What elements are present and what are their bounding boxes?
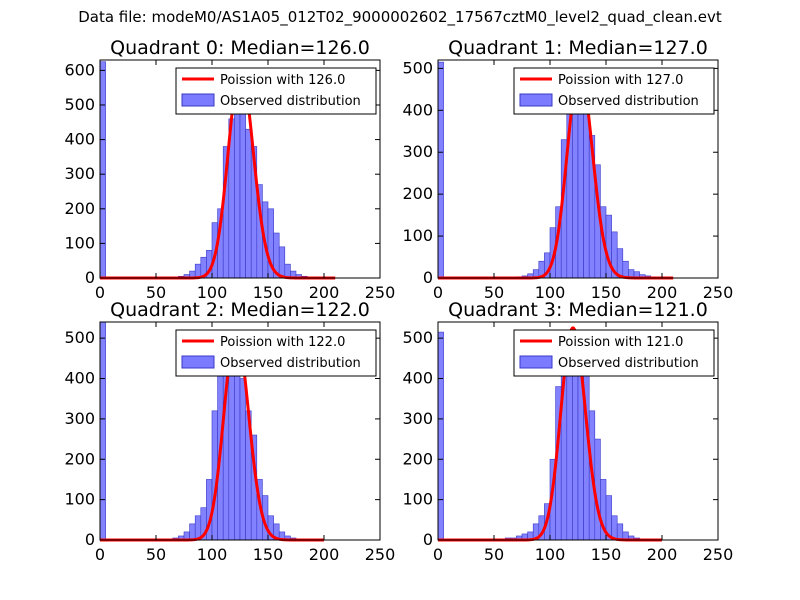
x-tick-label: 250 [365,545,396,564]
legend: Poission with 122.0 Observed distribution [175,329,377,377]
y-tick-label: 300 [64,409,95,428]
y-tick-label: 600 [64,60,95,79]
quadrant-2-panel: 0 50 100 150 200 250 0 100 200 300 400 500 Quadrant … [64,299,395,564]
x-tick-label: 150 [591,545,622,564]
y-tick-label: 200 [64,449,95,468]
quadrant-0-panel: 0 50 100 150 200 250 0 100 200 300 400 500 600 Quadra… [64,37,395,302]
y-tick-label: 400 [64,130,95,149]
x-tick-label: 100 [197,283,228,302]
x-tick-label: 200 [647,283,678,302]
y-tick-label: 0 [85,268,95,287]
legend-line-label: Poission with 122.0 [220,335,345,350]
x-tick-label: 250 [703,283,734,302]
x-tick-label: 50 [146,545,166,564]
x-tick-label: 200 [309,283,340,302]
x-tick-label: 150 [253,545,284,564]
figure-title: Data file: modeM0/AS1A05_012T02_90000026… [78,8,722,26]
x-tick-label: 150 [253,283,284,302]
x-tick-label: 150 [591,283,622,302]
y-tick-label: 0 [423,268,433,287]
x-tick-label: 50 [146,283,166,302]
legend-line-label: Poission with 127.0 [558,73,683,88]
y-tick-label: 100 [64,233,95,252]
axes-frame [437,59,719,279]
histogram-bar [622,260,629,279]
y-tick-label: 200 [402,184,433,203]
axes-frame [99,321,381,541]
y-tick-label: 300 [402,142,433,161]
x-tick-label: 0 [95,283,105,302]
x-tick-label: 100 [197,545,228,564]
histogram-bar [245,128,252,279]
legend-box [175,329,377,377]
x-tick-label: 200 [309,545,340,564]
legend: Poission with 121.0 Observed distribution [513,329,715,377]
y-tick-label: 500 [402,58,433,77]
panel-title: Quadrant 1: Median=127.0 [448,37,708,59]
y-tick-label: 400 [402,369,433,388]
x-tick-label: 200 [647,545,678,564]
y-tick-label: 0 [85,530,95,549]
x-tick-label: 0 [433,283,443,302]
histogram-bar [99,321,106,541]
y-tick-label: 100 [64,490,95,509]
y-tick-label: 500 [64,328,95,347]
legend-line-label: Poission with 126.0 [220,73,345,88]
y-tick-label: 500 [402,328,433,347]
legend-bar-swatch [181,355,215,369]
y-tick-label: 100 [402,490,433,509]
histogram-bar [437,331,444,541]
panel-title: Quadrant 2: Median=122.0 [110,299,370,321]
legend-bar-swatch [519,93,553,107]
x-tick-label: 250 [703,545,734,564]
legend: Poission with 127.0 Observed distribution [513,67,715,115]
histogram-bar [616,523,624,541]
legend-bar-label: Observed distribution [220,94,361,109]
x-tick-label: 50 [484,283,504,302]
quadrant-3-panel: 0 50 100 150 200 250 0 100 200 300 400 500 Quadrant … [402,299,733,564]
histogram-bar [583,101,590,279]
axes-frame [437,321,719,541]
x-tick-label: 250 [365,283,396,302]
axes-frame [99,59,381,279]
x-tick-label: 50 [484,545,504,564]
x-tick-label: 0 [95,545,105,564]
histogram-bar [189,523,196,541]
y-tick-label: 400 [64,369,95,388]
histogram-bar [239,104,246,279]
panel-title: Quadrant 0: Median=126.0 [110,37,370,59]
quadrant-1-panel: 0 50 100 150 200 250 0 100 200 300 400 500 Quadrant … [402,37,733,302]
legend-bar-label: Observed distribution [558,356,699,371]
legend-line-label: Poission with 121.0 [558,335,683,350]
y-tick-label: 300 [402,409,433,428]
histogram-bar [437,61,444,279]
x-tick-label: 100 [535,283,566,302]
panel-title: Quadrant 3: Median=121.0 [448,299,708,321]
y-tick-label: 300 [64,164,95,183]
y-tick-label: 400 [402,100,433,119]
legend: Poission with 126.0 Observed distribution [175,67,377,115]
y-tick-label: 100 [402,226,433,245]
legend-bar-label: Observed distribution [558,94,699,109]
x-tick-label: 0 [433,545,443,564]
y-tick-label: 200 [64,199,95,218]
x-tick-label: 100 [535,545,566,564]
histogram-bar [194,515,202,541]
histogram-bar [239,378,246,541]
histogram-bar [611,515,618,541]
histogram-bar [99,61,106,279]
y-tick-label: 500 [64,95,95,114]
legend-bar-swatch [181,93,215,107]
legend-bar-label: Observed distribution [220,356,361,371]
histogram-bar [278,246,286,279]
histogram-bars [99,321,308,541]
y-tick-label: 0 [423,530,433,549]
legend-bar-swatch [519,355,553,369]
y-tick-label: 200 [402,449,433,468]
histogram-bar [234,90,241,279]
